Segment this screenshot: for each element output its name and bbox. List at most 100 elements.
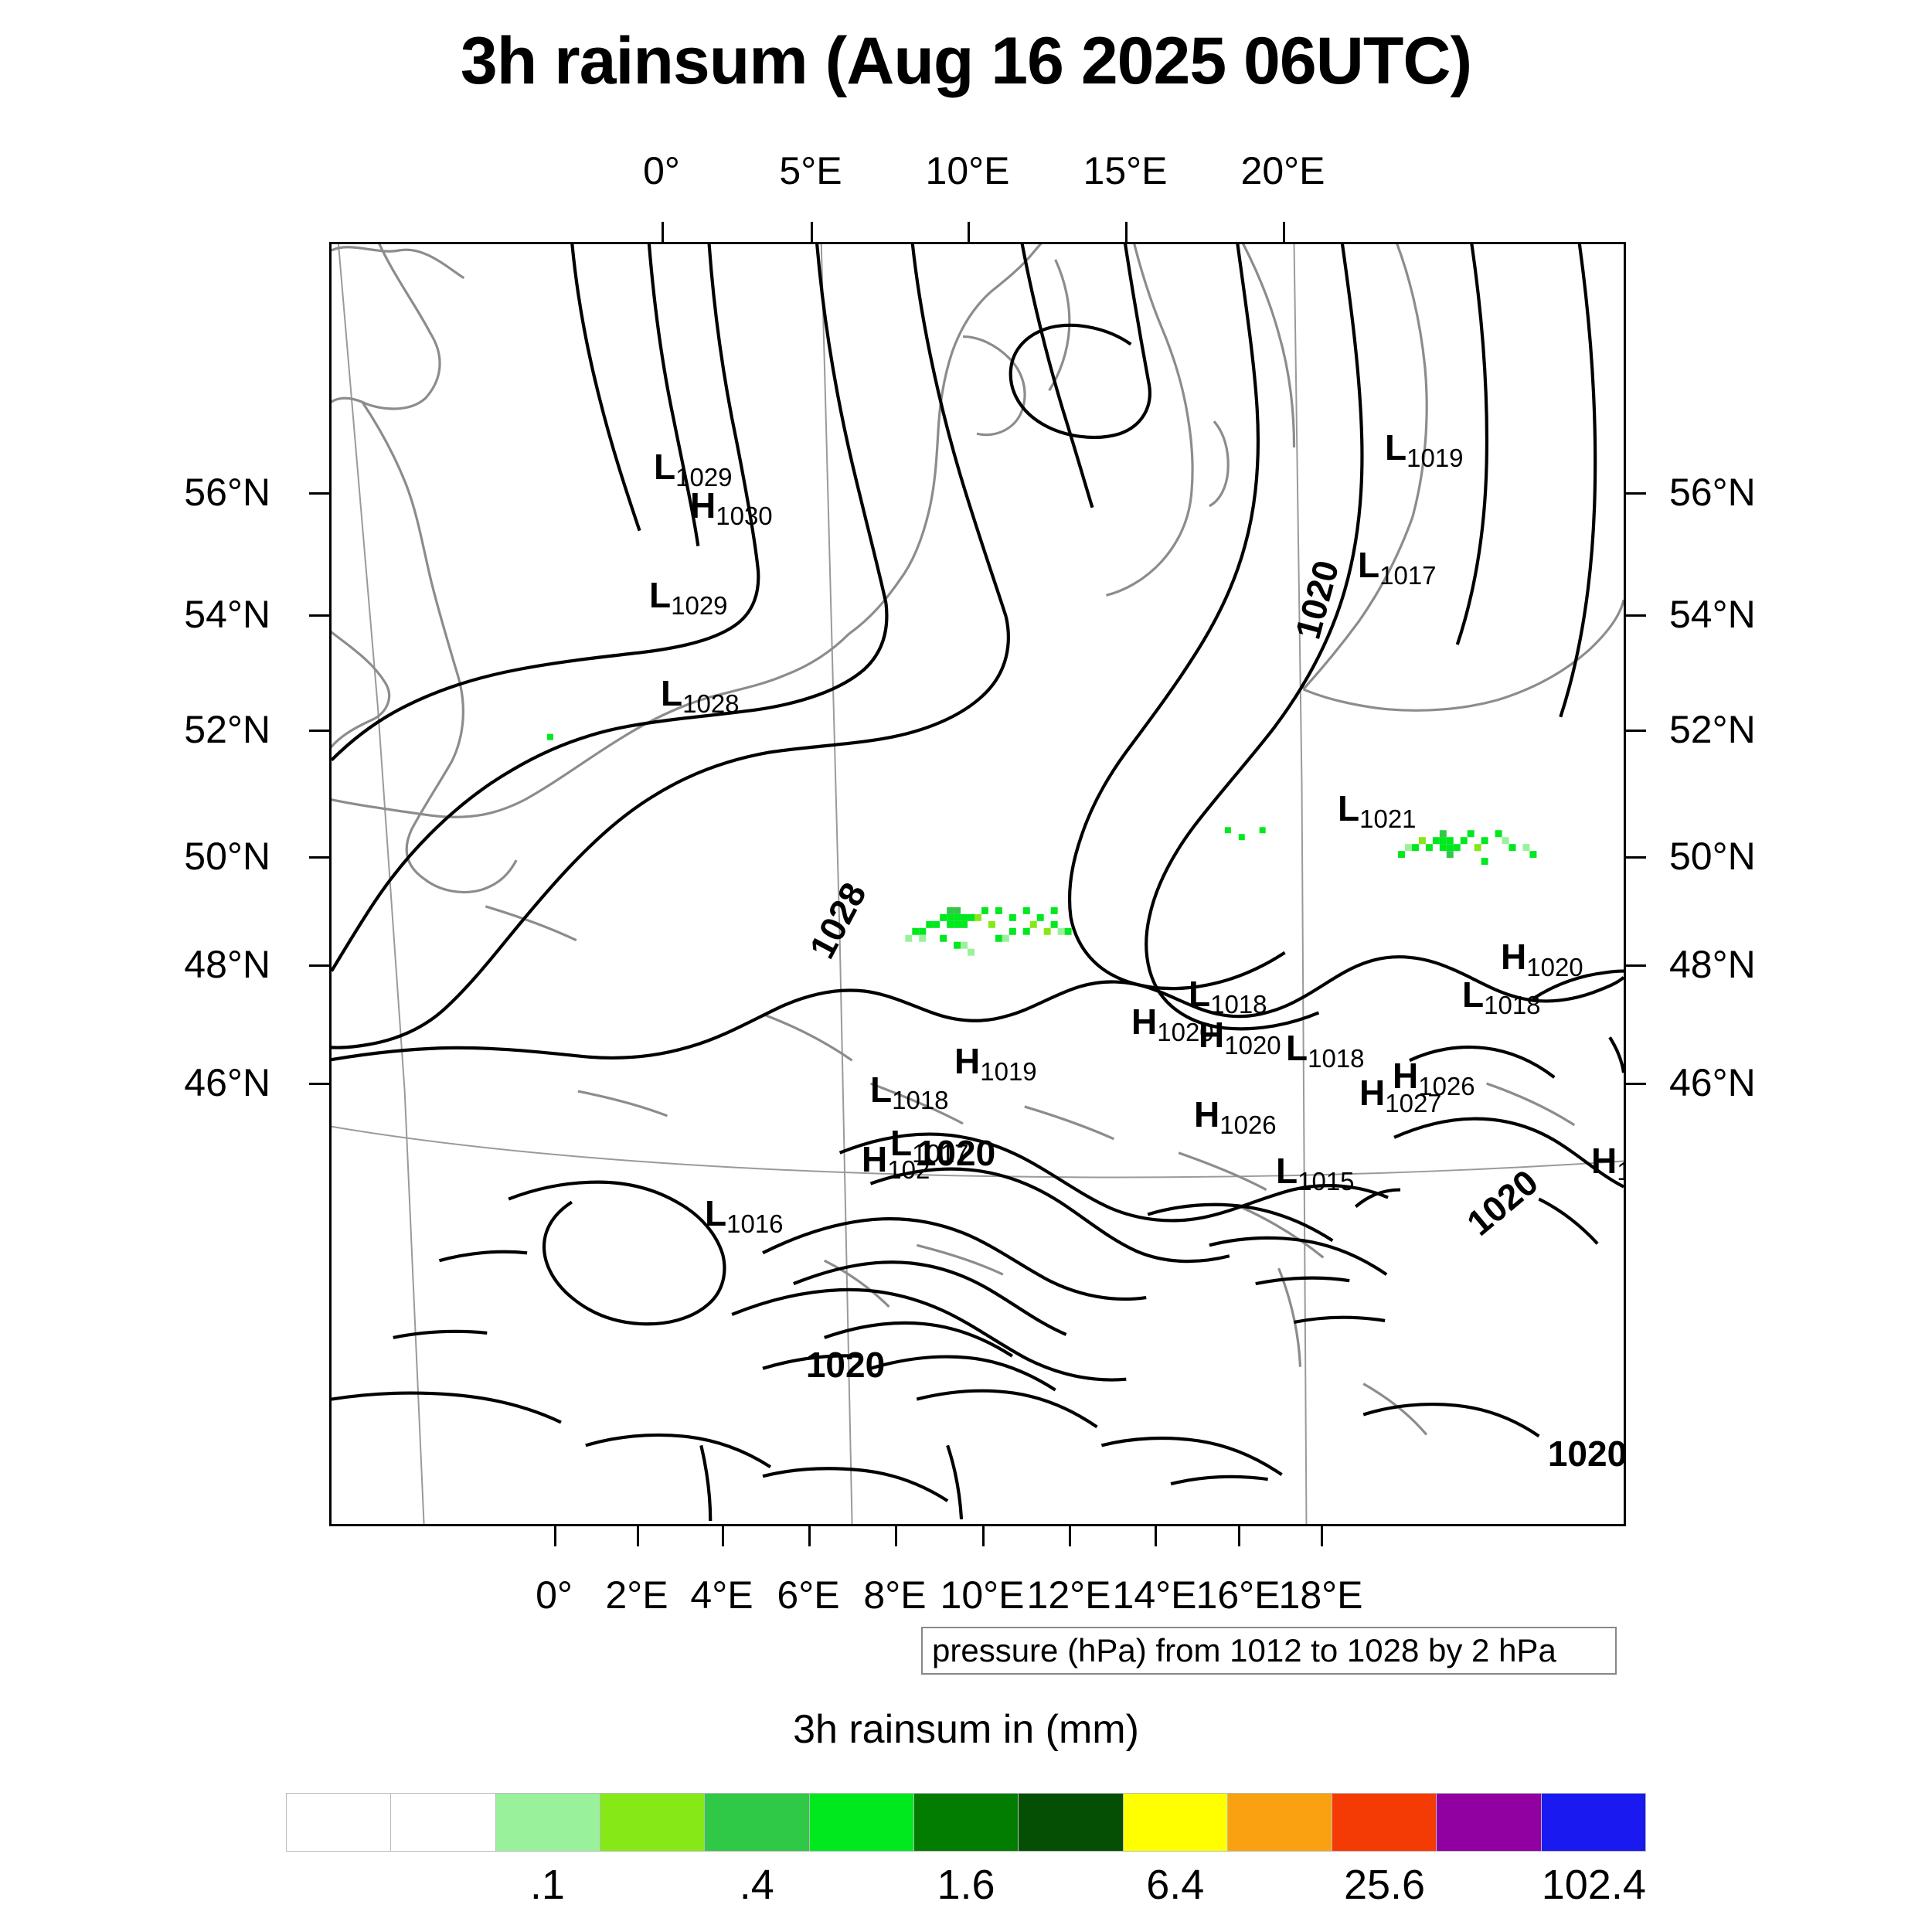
low-pressure-center: L1018 [1462, 975, 1541, 1018]
pressure-center-value: 1029 [675, 463, 733, 492]
colorbar-tick-label: .4 [739, 1862, 774, 1908]
colorbar-cell[interactable] [808, 1794, 913, 1851]
right-latitude-label: 48°N [1669, 943, 1756, 986]
colorbar[interactable] [286, 1793, 1646, 1852]
low-pressure-center: L1015 [1276, 1153, 1355, 1194]
coastline-layer [332, 244, 1624, 1436]
pressure-center-value: 1020 [1224, 1031, 1281, 1060]
pressure-center-value: 1027 [1385, 1089, 1442, 1117]
bottom-axis-label: 4°E [690, 1573, 753, 1617]
left-latitude-tick [309, 1083, 329, 1085]
high-pressure-center: H1020 [1131, 1002, 1214, 1045]
high-pressure-center: H1026 [1194, 1094, 1277, 1138]
low-pressure-center: L1018 [870, 1070, 949, 1113]
top-axis-label: 10°E [925, 149, 1010, 192]
bottom-axis-label: 16°E [1196, 1573, 1281, 1617]
bottom-axis-tick [895, 1526, 897, 1546]
pressure-center-value: 1016 [726, 1209, 784, 1238]
colorbar-cell[interactable] [913, 1794, 1019, 1851]
pressure-center-value: 1018 [1210, 990, 1267, 1019]
low-pressure-center: L1017 [1358, 547, 1437, 588]
colorbar-cell[interactable] [287, 1794, 391, 1851]
bottom-axis-label: 8°E [863, 1573, 927, 1617]
pressure-center-value: 1019 [980, 1057, 1037, 1086]
pressure-center-value: 1018 [892, 1086, 949, 1114]
top-axis-label: 0° [643, 149, 680, 192]
colorbar-cell[interactable] [495, 1794, 600, 1851]
colorbar-cell[interactable] [1332, 1794, 1437, 1851]
pressure-center-type: H [862, 1139, 888, 1179]
top-axis-tick [1283, 222, 1285, 242]
pressure-center-value: 1020 [1526, 953, 1583, 981]
bottom-axis-tick [1155, 1526, 1157, 1546]
colorbar-cell[interactable] [390, 1794, 495, 1851]
bottom-axis-label: 14°E [1112, 1573, 1197, 1617]
left-latitude-label: 52°N [184, 708, 270, 751]
bottom-axis-tick [1238, 1526, 1240, 1546]
pressure-center-type: H [1501, 937, 1527, 977]
pressure-center-type: H [954, 1041, 981, 1081]
colorbar-tick-label: 1.6 [937, 1862, 995, 1908]
colorbar-cell[interactable] [704, 1794, 809, 1851]
pressure-center-value: 1026 [1219, 1111, 1277, 1139]
pressure-center-type: L [1462, 975, 1485, 1015]
left-latitude-label: 54°N [184, 593, 270, 636]
pressure-center-type: L [661, 673, 683, 713]
top-axis-label: 20°E [1240, 149, 1325, 192]
right-latitude-label: 52°N [1669, 708, 1756, 751]
pressure-center-value: 1019 [1406, 444, 1464, 472]
pressure-center-type: L [870, 1070, 893, 1110]
left-latitude-label: 50°N [184, 835, 270, 878]
pressure-center-value: 1026 [1418, 1072, 1475, 1100]
top-axis-tick [968, 222, 970, 242]
right-latitude-tick [1626, 614, 1646, 617]
colorbar-cell[interactable] [1540, 1794, 1646, 1851]
low-pressure-center: L1019 [1385, 430, 1464, 471]
bottom-axis-tick [1069, 1526, 1071, 1546]
bottom-axis-tick [554, 1526, 556, 1546]
pressure-center-type: L [1189, 974, 1211, 1014]
left-latitude-tick [309, 492, 329, 495]
bottom-axis-label: 12°E [1026, 1573, 1111, 1617]
low-pressure-center: L1018 [1189, 974, 1267, 1017]
colorbar-cell[interactable] [1226, 1794, 1332, 1851]
bottom-axis-tick [1321, 1526, 1323, 1546]
top-axis-tick [811, 222, 813, 242]
pressure-center-value: 1017 [912, 1139, 969, 1168]
pressure-center-type: H [1393, 1056, 1419, 1096]
low-pressure-center: L1028 [661, 673, 740, 716]
isobar-value-label: 1020 [805, 1345, 886, 1385]
low-pressure-center: L1017 [890, 1125, 969, 1166]
colorbar-cell[interactable] [1122, 1794, 1227, 1851]
pressure-legend-text: pressure (hPa) from 1012 to 1028 by 2 hP… [932, 1632, 1556, 1668]
high-pressure-center: H1027 [1359, 1075, 1442, 1116]
right-latitude-tick [1626, 730, 1646, 732]
top-axis-label: 5°E [779, 149, 842, 192]
right-latitude-tick [1626, 964, 1646, 967]
pressure-center-value: 1021 [1359, 804, 1417, 833]
right-latitude-tick [1626, 856, 1646, 859]
map-plot-area[interactable]: L1029H1030L1029L1028L1019L1017L1021H1018… [329, 242, 1626, 1526]
pressure-center-value: 1020 [1157, 1018, 1214, 1046]
pressure-center-value: 1018 [1308, 1044, 1365, 1073]
colorbar-title: 3h rainsum in (mm) [793, 1707, 1139, 1752]
pressure-center-value: 1018 [1617, 1157, 1624, 1185]
pressure-center-type: L [654, 447, 676, 487]
left-latitude-label: 46°N [184, 1061, 270, 1104]
bottom-axis-label: 18°E [1278, 1573, 1363, 1617]
colorbar-cell[interactable] [1436, 1794, 1541, 1851]
pressure-center-type: L [649, 575, 672, 615]
left-latitude-tick [309, 856, 329, 859]
pressure-center-type: H [1131, 1002, 1158, 1042]
left-latitude-tick [309, 614, 329, 617]
colorbar-cell[interactable] [599, 1794, 705, 1851]
colorbar-cell[interactable] [1018, 1794, 1123, 1851]
left-latitude-tick [309, 730, 329, 732]
pressure-center-type: H [1194, 1094, 1220, 1134]
colorbar-tick-label: 6.4 [1146, 1862, 1205, 1908]
top-axis-tick [1125, 222, 1128, 242]
bottom-axis-tick [722, 1526, 724, 1546]
high-pressure-center: H1030 [690, 488, 773, 529]
colorbar-tick-labels: .1 .4 1.6 6.4 25.6 102.4 [286, 1861, 1646, 1915]
pressure-center-value: 1028 [682, 689, 740, 718]
